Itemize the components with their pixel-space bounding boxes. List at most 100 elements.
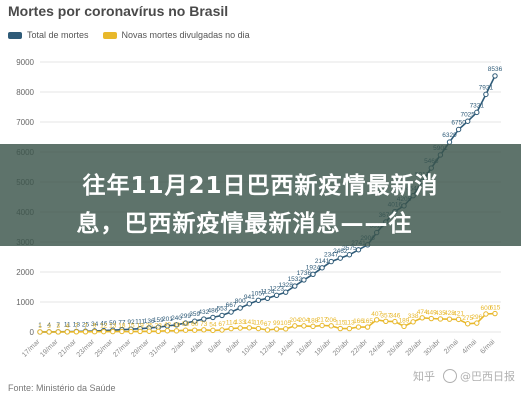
series-point-1: [428, 315, 434, 322]
headline-line-1: 往年11月21日巴西新疫情最新消: [82, 173, 439, 199]
data-label-0: 25: [82, 321, 90, 328]
data-label-0: 432: [198, 309, 209, 316]
data-label-0: 34: [91, 321, 99, 328]
legend-item-total[interactable]: Total de mortes: [8, 30, 89, 40]
data-label-0: 486: [207, 307, 218, 314]
x-axis-ticks: 17/mar19/mar21/mar23/mar25/mar27/mar29/m…: [21, 338, 497, 359]
data-label-1: 296: [471, 314, 482, 321]
series-point-1: [446, 316, 453, 322]
data-label-0: 6329: [442, 132, 457, 139]
data-label-1: 600: [480, 305, 491, 312]
data-label-1: 189: [399, 317, 410, 324]
data-label-0: 46: [100, 321, 108, 328]
data-label-0: 941: [244, 294, 255, 301]
data-label-0: 7921: [479, 84, 494, 91]
series-point-1: [328, 323, 334, 329]
series-point-1: [164, 328, 171, 334]
data-label-0: 136: [144, 318, 155, 325]
data-label-0: 1: [38, 322, 42, 329]
series-point-1: [401, 323, 407, 330]
data-label-0: 6750: [451, 120, 466, 127]
data-label-1: 435: [435, 310, 446, 317]
data-label-1: 113: [344, 320, 355, 327]
data-label-0: 1924: [306, 264, 321, 271]
series-point-0: [219, 312, 225, 319]
data-label-0: 1057: [251, 290, 266, 297]
data-label-1: 338: [408, 313, 419, 320]
series-point-1: [410, 319, 416, 325]
legend-swatch-total: [8, 31, 22, 39]
x-tick-label: 2/abr: [171, 338, 188, 355]
data-label-1: 39: [173, 322, 181, 329]
series-point-0: [465, 118, 471, 124]
x-tick-label: 21/mar: [57, 338, 78, 359]
headline-banner[interactable]: 往年11月21日巴西新疫情最新消 息，巴西新疫情最新消息——往: [0, 144, 521, 246]
y-tick-label: 1000: [16, 298, 34, 307]
data-label-0: 1124: [261, 288, 275, 295]
data-label-1: 346: [389, 313, 400, 320]
x-tick-label: 6/abr: [207, 338, 224, 355]
series-point-1: [173, 328, 180, 334]
series-point-1: [474, 320, 480, 326]
series-point-0: [255, 297, 262, 303]
data-label-0: 8536: [488, 66, 503, 73]
x-tick-label: 8/abr: [225, 338, 242, 355]
data-label-1: 1: [38, 323, 42, 330]
series-point-0: [301, 277, 307, 283]
data-label-1: 204: [298, 317, 309, 324]
series-point-0: [337, 255, 343, 261]
data-label-0: 667: [226, 302, 237, 309]
x-tick-label: 16/abr: [295, 338, 314, 357]
data-label-1: 15: [127, 323, 135, 330]
series-point-1: [46, 329, 52, 335]
x-tick-label: 19/mar: [39, 338, 60, 359]
series-point-1: [246, 325, 253, 331]
series-point-1: [310, 323, 316, 330]
data-label-1: 188: [308, 317, 319, 324]
data-label-1: 9: [93, 323, 97, 330]
legend-item-new[interactable]: Novas mortes divulgadas no dia: [102, 30, 250, 40]
data-label-1: 67: [264, 321, 272, 328]
series-point-0: [483, 91, 489, 98]
data-label-0: 2462: [333, 248, 348, 255]
series-point-0: [201, 316, 207, 322]
legend: Total de mortes Novas mortes divulgadas …: [8, 30, 264, 40]
series-point-1: [82, 329, 89, 335]
legend-label-new: Novas mortes divulgadas no dia: [121, 30, 250, 40]
watermark-author: @巴西日报: [460, 370, 515, 383]
data-label-1: 116: [253, 320, 264, 327]
data-label-1: 3: [47, 323, 51, 330]
data-label-0: 159: [153, 317, 164, 324]
data-label-0: 1532: [288, 276, 303, 283]
series-point-0: [228, 309, 234, 315]
series-point-0: [264, 295, 271, 301]
x-tick-label: 20/abr: [332, 338, 351, 357]
x-tick-label: 6/mai: [479, 338, 496, 355]
series-point-1: [255, 325, 262, 332]
series-point-0: [182, 320, 189, 326]
y-tick-label: 7000: [16, 118, 34, 127]
series-point-1: [364, 324, 371, 330]
x-tick-label: 17/mar: [21, 338, 42, 359]
y-tick-label: 0: [30, 328, 35, 337]
data-label-1: 12: [100, 323, 108, 330]
y-tick-label: 2000: [16, 268, 34, 277]
data-label-1: 428: [444, 310, 455, 317]
series-point-1: [346, 325, 353, 332]
series-point-0: [310, 271, 316, 277]
data-label-0: 11: [64, 322, 71, 329]
data-label-0: 800: [235, 298, 246, 305]
data-label-1: 275: [462, 315, 473, 322]
data-label-0: 59: [109, 320, 117, 327]
series-point-0: [210, 314, 216, 321]
y-tick-label: 8000: [16, 88, 34, 97]
series-point-0: [292, 283, 298, 289]
data-label-1: 141: [244, 319, 255, 326]
x-tick-label: 24/abr: [368, 338, 387, 357]
x-tick-label: 30/abr: [423, 338, 442, 357]
series-point-1: [101, 328, 107, 335]
data-label-1: 7: [84, 323, 88, 330]
series-point-0: [319, 265, 325, 271]
x-tick-label: 4/mai: [461, 338, 478, 355]
